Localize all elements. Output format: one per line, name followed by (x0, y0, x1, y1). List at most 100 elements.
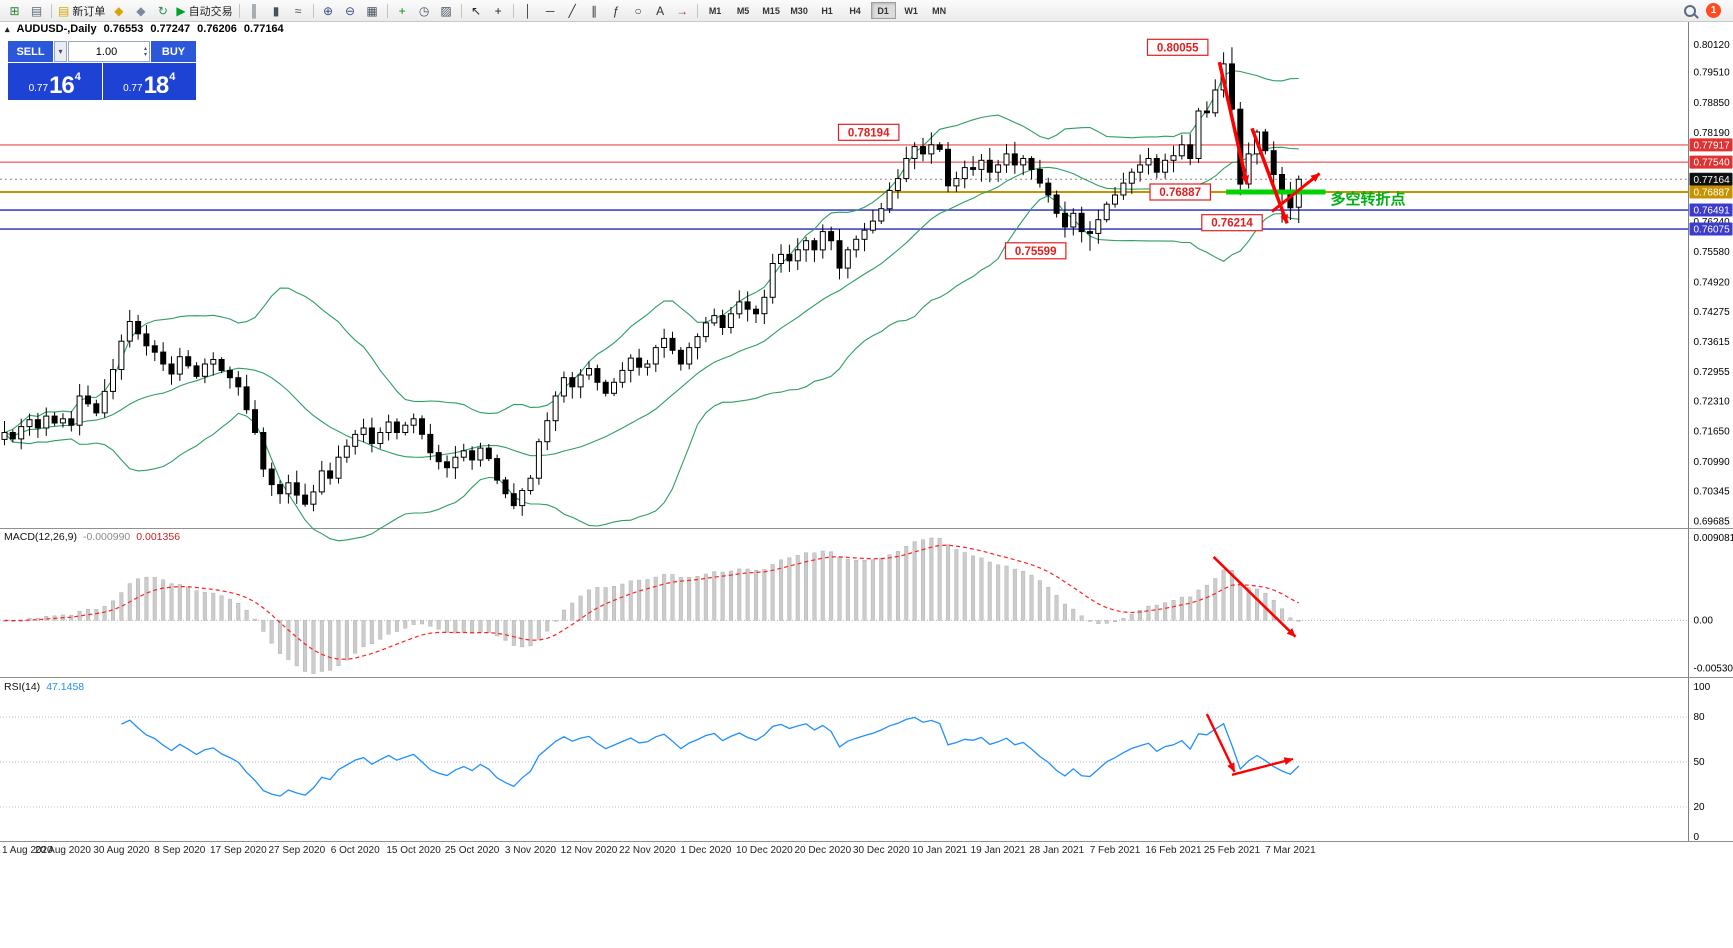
zoom-in-icon: ⊕ (323, 3, 334, 18)
tile-windows-icon[interactable]: ▦ (362, 2, 383, 19)
text-icon[interactable]: A (650, 2, 671, 19)
date-label: 10 Dec 2020 (736, 845, 793, 856)
price-annotation-box[interactable]: 0.76887 (1149, 183, 1212, 201)
vertical-line-icon[interactable]: │ (518, 2, 539, 19)
buy-button[interactable]: BUY (151, 41, 196, 62)
new-order-icon: ▤ (58, 3, 70, 18)
sell-price-display[interactable]: 0.77 16 4 (8, 63, 102, 100)
sell-button[interactable]: SELL (8, 41, 53, 62)
timeframe-button-H4[interactable]: H4 (849, 5, 861, 16)
rsi-line (121, 716, 1300, 797)
timeframe-button-MN[interactable]: MN (932, 5, 947, 16)
timeframe-button-M1[interactable]: M1 (708, 5, 722, 16)
shapes-icon[interactable]: ○ (628, 2, 649, 19)
signals-icon: ◆ (136, 3, 146, 18)
price-annotation-box[interactable]: 0.78194 (837, 123, 900, 141)
notification-badge[interactable]: 1 (1706, 3, 1721, 18)
trend-arrow-rsi[interactable] (1205, 713, 1236, 773)
volume-spinner[interactable]: ▴ ▾ (144, 46, 147, 58)
new-chart-icon[interactable]: ⊞ (4, 2, 25, 19)
timeframe-button-H1[interactable]: H1 (821, 5, 833, 16)
fibonacci-icon[interactable]: ƒ (606, 2, 627, 19)
horizontal-line-icon[interactable]: ─ (540, 2, 561, 19)
price-annotation-box[interactable]: 0.76214 (1201, 214, 1263, 232)
price-badge-0.76491: 0.76491 (1689, 203, 1733, 217)
trendline-icon[interactable]: ╱ (562, 2, 583, 19)
sell-price-sup: 4 (74, 71, 81, 83)
date-label: 22 Nov 2020 (619, 845, 676, 856)
svg-text:0.76214: 0.76214 (1211, 218, 1253, 230)
price-annotation-box[interactable]: 0.80055 (1146, 38, 1209, 56)
candles-chart-icon[interactable]: ▮ (266, 2, 287, 19)
turning-point-label[interactable]: 多空转折点 (1331, 190, 1406, 208)
trend-arrow-macd[interactable] (1212, 555, 1297, 638)
trend-arrow-main[interactable] (1250, 127, 1289, 224)
date-label: 17 Sep 2020 (210, 845, 267, 856)
toolbar-separator (238, 3, 240, 18)
date-label: 7 Feb 2021 (1090, 845, 1141, 856)
line-chart-icon[interactable]: ≈ (288, 2, 309, 19)
date-label: 7 Mar 2021 (1265, 845, 1316, 856)
macd-main-value: -0.000990 (82, 531, 131, 543)
date-label: 30 Aug 2020 (93, 845, 150, 856)
autotrading-button-label: 自动交易 (188, 5, 233, 18)
bars-chart-icon: ║ (249, 3, 259, 18)
toolbar-separator (312, 3, 314, 18)
date-label: 30 Dec 2020 (853, 845, 910, 856)
quote-header: ▴ AUDUSD-,Daily 0.76553 0.77247 0.76206 … (5, 23, 284, 35)
buy-price-display[interactable]: 0.77 18 4 (102, 63, 196, 100)
date-label: 3 Nov 2020 (505, 845, 557, 856)
cycles-icon[interactable]: ◷ (414, 2, 435, 19)
profiles-icon[interactable]: ▤ (26, 2, 47, 19)
templates-icon: ▨ (440, 3, 452, 18)
crosshair-icon[interactable]: + (488, 2, 509, 19)
date-label: 1 Dec 2020 (680, 845, 732, 856)
bars-chart-icon[interactable]: ║ (244, 2, 265, 19)
date-label: 20 Aug 2020 (35, 845, 92, 856)
indicators-button[interactable]: + (392, 2, 413, 19)
price-axis-label: 0.69685 (1694, 516, 1731, 527)
timeframe-button-M15[interactable]: M15 (762, 5, 780, 16)
zoom-in-icon[interactable]: ⊕ (318, 2, 339, 19)
macd-axis[interactable]: 0.009081 0.00 -0.005306 (1694, 533, 1733, 675)
price-axis-label: 0.72955 (1694, 367, 1731, 378)
trend-arrow-main[interactable] (1271, 172, 1321, 213)
refresh-icon[interactable]: ↻ (152, 2, 173, 19)
zoom-out-icon: ⊖ (345, 3, 356, 18)
timeframe-button-D1[interactable]: D1 (870, 2, 896, 19)
price-axis-label: 0.74275 (1694, 307, 1731, 318)
volume-value: 1.00 (95, 45, 118, 58)
rsi-name: RSI(14) (4, 681, 41, 693)
one-click-toggle-icon[interactable]: ▴ (5, 23, 10, 34)
volume-dropdown-button[interactable]: ▾ (54, 41, 67, 62)
search-icon[interactable] (1684, 4, 1696, 17)
price-axis[interactable]: 0.80120 0.79510 0.78850 0.78190 0.76240 0.755… (1689, 40, 1733, 528)
spinner-up-icon[interactable]: ▴ (143, 45, 147, 52)
arrows-tool-icon[interactable]: → (672, 2, 693, 19)
symbol-period-label: AUDUSD-,Daily (16, 23, 97, 35)
macd-axis-label: 0.009081 (1694, 533, 1733, 544)
channel-icon[interactable]: ∥ (584, 2, 605, 19)
rsi-axis[interactable]: 100 80 50 20 0 (1694, 682, 1711, 843)
timeframe-button-M5[interactable]: M5 (736, 5, 750, 16)
new-order-button[interactable]: ▤ 新订单 (56, 2, 107, 19)
spinner-down-icon[interactable]: ▾ (143, 51, 147, 58)
timeframe-button-W1[interactable]: W1 (904, 5, 918, 16)
price-axis-label: 0.78850 (1694, 98, 1731, 109)
zoom-out-icon[interactable]: ⊖ (340, 2, 361, 19)
signals-icon[interactable]: ◆ (130, 2, 151, 19)
templates-icon[interactable]: ▨ (436, 2, 457, 19)
autotrading-button[interactable]: ▶ 自动交易 (174, 2, 234, 19)
price-annotation-box[interactable]: 0.75599 (1004, 242, 1067, 260)
price-axis-label: 0.75580 (1694, 247, 1731, 258)
toolbar-separator (512, 3, 514, 18)
timeframe-button-M30[interactable]: M30 (790, 5, 808, 16)
market-icon[interactable]: ◆ (108, 2, 129, 19)
macd-name: MACD(12,26,9) (4, 531, 77, 543)
cursor-icon[interactable]: ↖ (466, 2, 487, 19)
volume-input[interactable]: 1.00 ▴ ▾ (68, 41, 150, 62)
trend-arrow-rsi[interactable] (1231, 757, 1294, 776)
trend-arrow-main[interactable] (1217, 61, 1250, 185)
